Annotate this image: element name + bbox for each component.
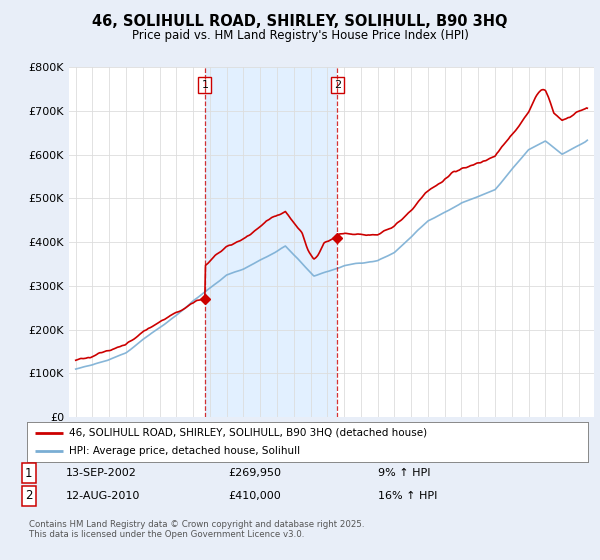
- Bar: [205, 67, 337, 417]
- Text: Contains HM Land Registry data © Crown copyright and database right 2025.
This d: Contains HM Land Registry data © Crown c…: [29, 520, 364, 539]
- Text: £269,950: £269,950: [228, 468, 281, 478]
- Text: £410,000: £410,000: [228, 491, 281, 501]
- Text: 46, SOLIHULL ROAD, SHIRLEY, SOLIHULL, B90 3HQ: 46, SOLIHULL ROAD, SHIRLEY, SOLIHULL, B9…: [92, 14, 508, 29]
- Text: 12-AUG-2010: 12-AUG-2010: [66, 491, 140, 501]
- Text: 2: 2: [334, 80, 341, 90]
- Text: 1: 1: [25, 466, 32, 480]
- Text: 16% ↑ HPI: 16% ↑ HPI: [378, 491, 437, 501]
- Text: 13-SEP-2002: 13-SEP-2002: [66, 468, 137, 478]
- Text: 1: 1: [202, 80, 208, 90]
- Text: 2: 2: [25, 489, 32, 502]
- Text: 9% ↑ HPI: 9% ↑ HPI: [378, 468, 431, 478]
- Text: 46, SOLIHULL ROAD, SHIRLEY, SOLIHULL, B90 3HQ (detached house): 46, SOLIHULL ROAD, SHIRLEY, SOLIHULL, B9…: [69, 428, 427, 437]
- Text: Price paid vs. HM Land Registry's House Price Index (HPI): Price paid vs. HM Land Registry's House …: [131, 29, 469, 42]
- Text: HPI: Average price, detached house, Solihull: HPI: Average price, detached house, Soli…: [69, 446, 300, 456]
